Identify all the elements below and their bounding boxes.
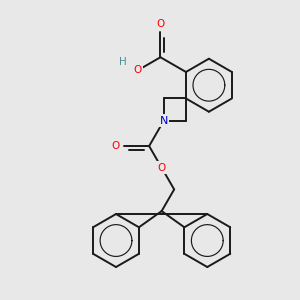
Text: N: N (160, 116, 168, 126)
Text: O: O (158, 163, 166, 173)
Text: H: H (119, 57, 126, 68)
Text: O: O (111, 141, 120, 151)
Text: O: O (133, 65, 141, 75)
Text: O: O (156, 19, 165, 29)
